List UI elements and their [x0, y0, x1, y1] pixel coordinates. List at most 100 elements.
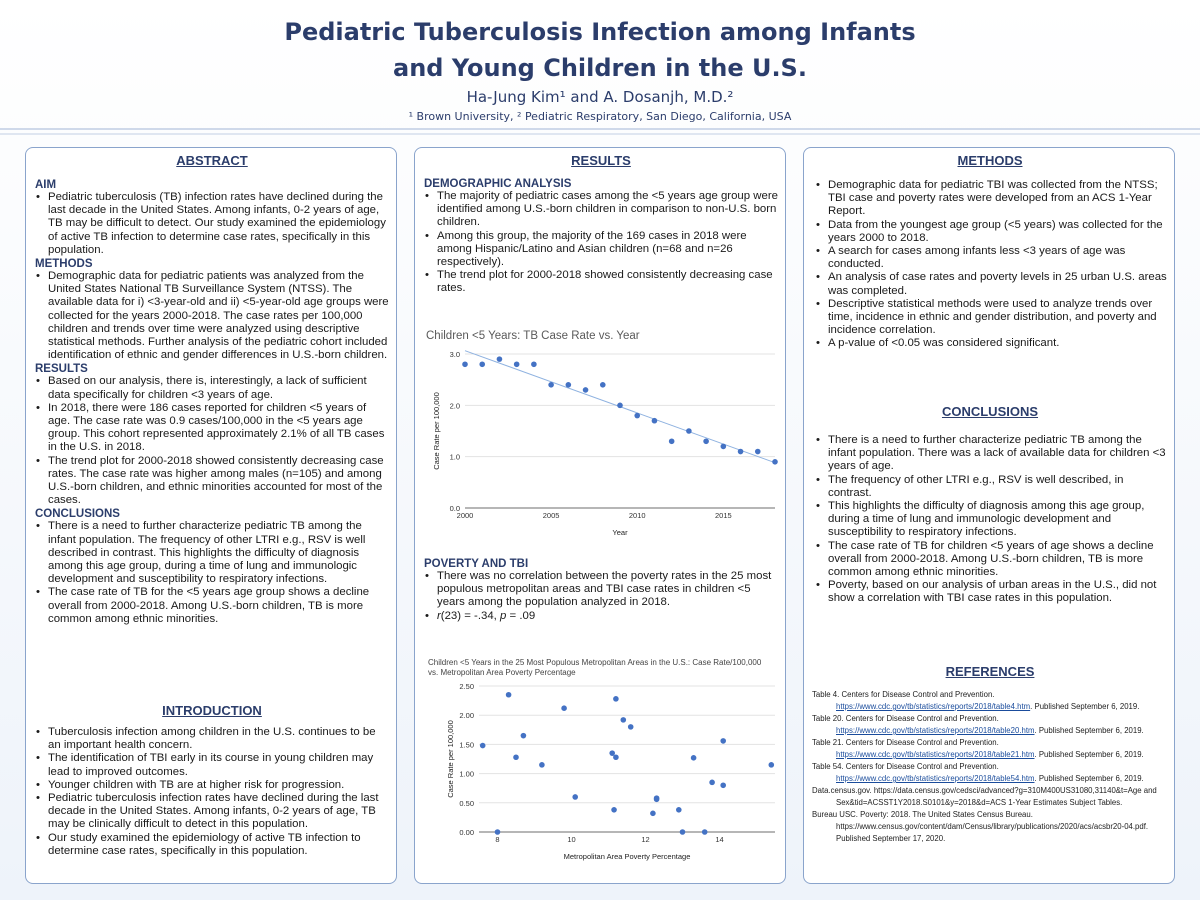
y-tick-label: 1.00 [459, 770, 474, 779]
data-point [627, 724, 634, 730]
poverty-section: POVERTY AND TBI There was no correlation… [424, 558, 780, 623]
x-tick-label: 8 [495, 835, 499, 844]
y-tick-label: 1.50 [459, 740, 474, 749]
y-tick-label: 0.50 [459, 799, 474, 808]
abstract-title: ABSTRACT [176, 153, 248, 168]
data-point [709, 779, 715, 786]
x-tick-label: 2000 [457, 511, 474, 520]
poster-header: Pediatric Tuberculosis Infection among I… [0, 0, 1200, 140]
data-point [720, 738, 726, 744]
x-tick-label: 2015 [715, 511, 732, 520]
data-point [768, 762, 775, 768]
methods-heading: METHODS [35, 258, 93, 271]
x-tick-label: 10 [567, 835, 575, 844]
list-item: There is a need to further characterize … [815, 434, 1167, 474]
list-item: Based on our analysis, there is, interes… [35, 375, 391, 401]
conclusions-heading: CONCLUSIONS [35, 508, 120, 521]
title-line-2: and Young Children in the U.S. [393, 54, 807, 82]
list-item: Data from the youngest age group (<5 yea… [815, 219, 1167, 245]
reference-text: . Published September 6, 2019. [1034, 774, 1144, 783]
reference-link[interactable]: https://www.cdc.gov/tb/statistics/report… [836, 774, 1035, 783]
methods-title: METHODS [957, 153, 1023, 168]
data-point [599, 382, 606, 388]
reference-text: . Published September 6, 2019. [1034, 726, 1144, 735]
abstract-methods-list: Demographic data for pediatric patients … [35, 270, 391, 362]
abstract-body: AIM Pediatric tuberculosis (TB) infectio… [35, 178, 391, 626]
list-item: Tuberculosis infection among children in… [35, 726, 391, 752]
list-item: The trend plot for 2000-2018 showed cons… [35, 455, 391, 508]
y-tick-label: 2.50 [459, 682, 474, 691]
x-tick-label: 12 [641, 835, 649, 844]
list-item: The majority of pediatric cases among th… [424, 190, 780, 230]
list-item: The identification of TBI early in its c… [35, 752, 391, 778]
demographic-list: The majority of pediatric cases among th… [424, 190, 780, 296]
y-axis-label: Case Rate per 100,000 [446, 720, 455, 798]
data-point [611, 807, 617, 813]
x-tick-label: 14 [715, 835, 723, 844]
demographic-heading: DEMOGRAPHIC ANALYSIS [424, 178, 572, 190]
data-point [651, 417, 658, 424]
y-tick-label: 0.00 [459, 828, 474, 837]
data-point [686, 428, 692, 434]
data-point [617, 402, 623, 409]
poverty-scatter-chart: 0.00 0.50 1.00 1.50 2.00 2.50 8 10 12 14 Metropoli… [446, 682, 775, 861]
list-item: Pediatric tuberculosis (TB) infection ra… [35, 191, 391, 257]
list-item: An analysis of case rates and poverty le… [815, 271, 1167, 297]
data-point [772, 459, 778, 465]
reference-item: Data.census.gov. https://data.census.gov… [812, 786, 1157, 807]
data-point [539, 762, 545, 768]
list-item: Demographic data for pediatric patients … [35, 270, 391, 362]
data-point [561, 705, 567, 711]
data-point [479, 361, 486, 368]
stat-mid: (23) = -.34, [440, 609, 500, 622]
poverty-heading: POVERTY AND TBI [424, 558, 529, 570]
reference-link[interactable]: https://www.cdc.gov/tb/statistics/report… [836, 750, 1035, 759]
list-item: Poverty, based on our analysis of urban … [815, 579, 1167, 605]
data-point [572, 794, 578, 800]
demographic-analysis: DEMOGRAPHIC ANALYSIS The majority of ped… [424, 178, 780, 296]
data-point [703, 438, 709, 445]
stat-p: p [500, 609, 507, 622]
data-point [620, 717, 627, 723]
references-title: REFERENCES [945, 664, 1035, 679]
data-point [679, 829, 686, 835]
data-point [609, 750, 615, 756]
references-list: Table 4. Centers for Disease Control and… [812, 689, 1174, 845]
list-item: Descriptive statistical methods were use… [815, 298, 1167, 338]
data-point [520, 732, 527, 739]
y-tick-label: 2.00 [459, 711, 474, 720]
aim-heading: AIM [35, 179, 57, 191]
data-point [505, 691, 512, 698]
list-item: Our study examined the epidemiology of a… [35, 832, 391, 858]
reference-link[interactable]: https://www.cdc.gov/tb/statistics/report… [836, 726, 1035, 735]
abstract-conclusions-list: There is a need to further characterize … [35, 520, 391, 626]
header-divider-secondary [0, 133, 1200, 135]
data-point [650, 810, 656, 817]
results-heading: RESULTS [35, 363, 88, 376]
list-item: Demographic data for pediatric TBI was c… [815, 179, 1167, 219]
statistic-item: r(23) = -.34, p = .09 [424, 610, 780, 623]
data-point [462, 361, 468, 368]
list-item: There is a need to further characterize … [35, 520, 391, 586]
conclusions-list: There is a need to further characterize … [815, 434, 1167, 606]
y-tick-label: 0.0 [450, 504, 460, 513]
data-point [668, 438, 675, 445]
poverty-list: There was no correlation between the pov… [424, 570, 780, 623]
right-column: METHODS Demographic data for pediatric T… [803, 147, 1175, 884]
middle-column: RESULTS DEMOGRAPHIC ANALYSIS The majorit… [414, 147, 786, 884]
y-tick-label: 2.0 [450, 401, 460, 410]
reference-text: Table 21. Centers for Disease Control an… [812, 738, 999, 747]
reference-item: Bureau USC. Poverty: 2018. The United St… [812, 810, 1149, 843]
y-axis-label: Case Rate per 100,000 [432, 392, 441, 470]
conclusions-title: CONCLUSIONS [941, 404, 1039, 419]
data-point [479, 742, 486, 749]
y-tick-label: 1.0 [450, 453, 460, 462]
list-item: The case rate of TB for children <5 year… [815, 540, 1167, 580]
x-axis-label: Year [612, 528, 628, 537]
list-item: The case rate of TB for the <5 years age… [35, 586, 391, 626]
chart-1-title: Children <5 Years: TB Case Rate vs. Year [426, 330, 640, 342]
list-item: The trend plot for 2000-2018 showed cons… [424, 269, 780, 295]
reference-link[interactable]: https://www.cdc.gov/tb/statistics/report… [836, 702, 1031, 711]
reference-item: Table 20. Centers for Disease Control an… [812, 713, 1174, 737]
methods-list: Demographic data for pediatric TBI was c… [815, 179, 1167, 351]
